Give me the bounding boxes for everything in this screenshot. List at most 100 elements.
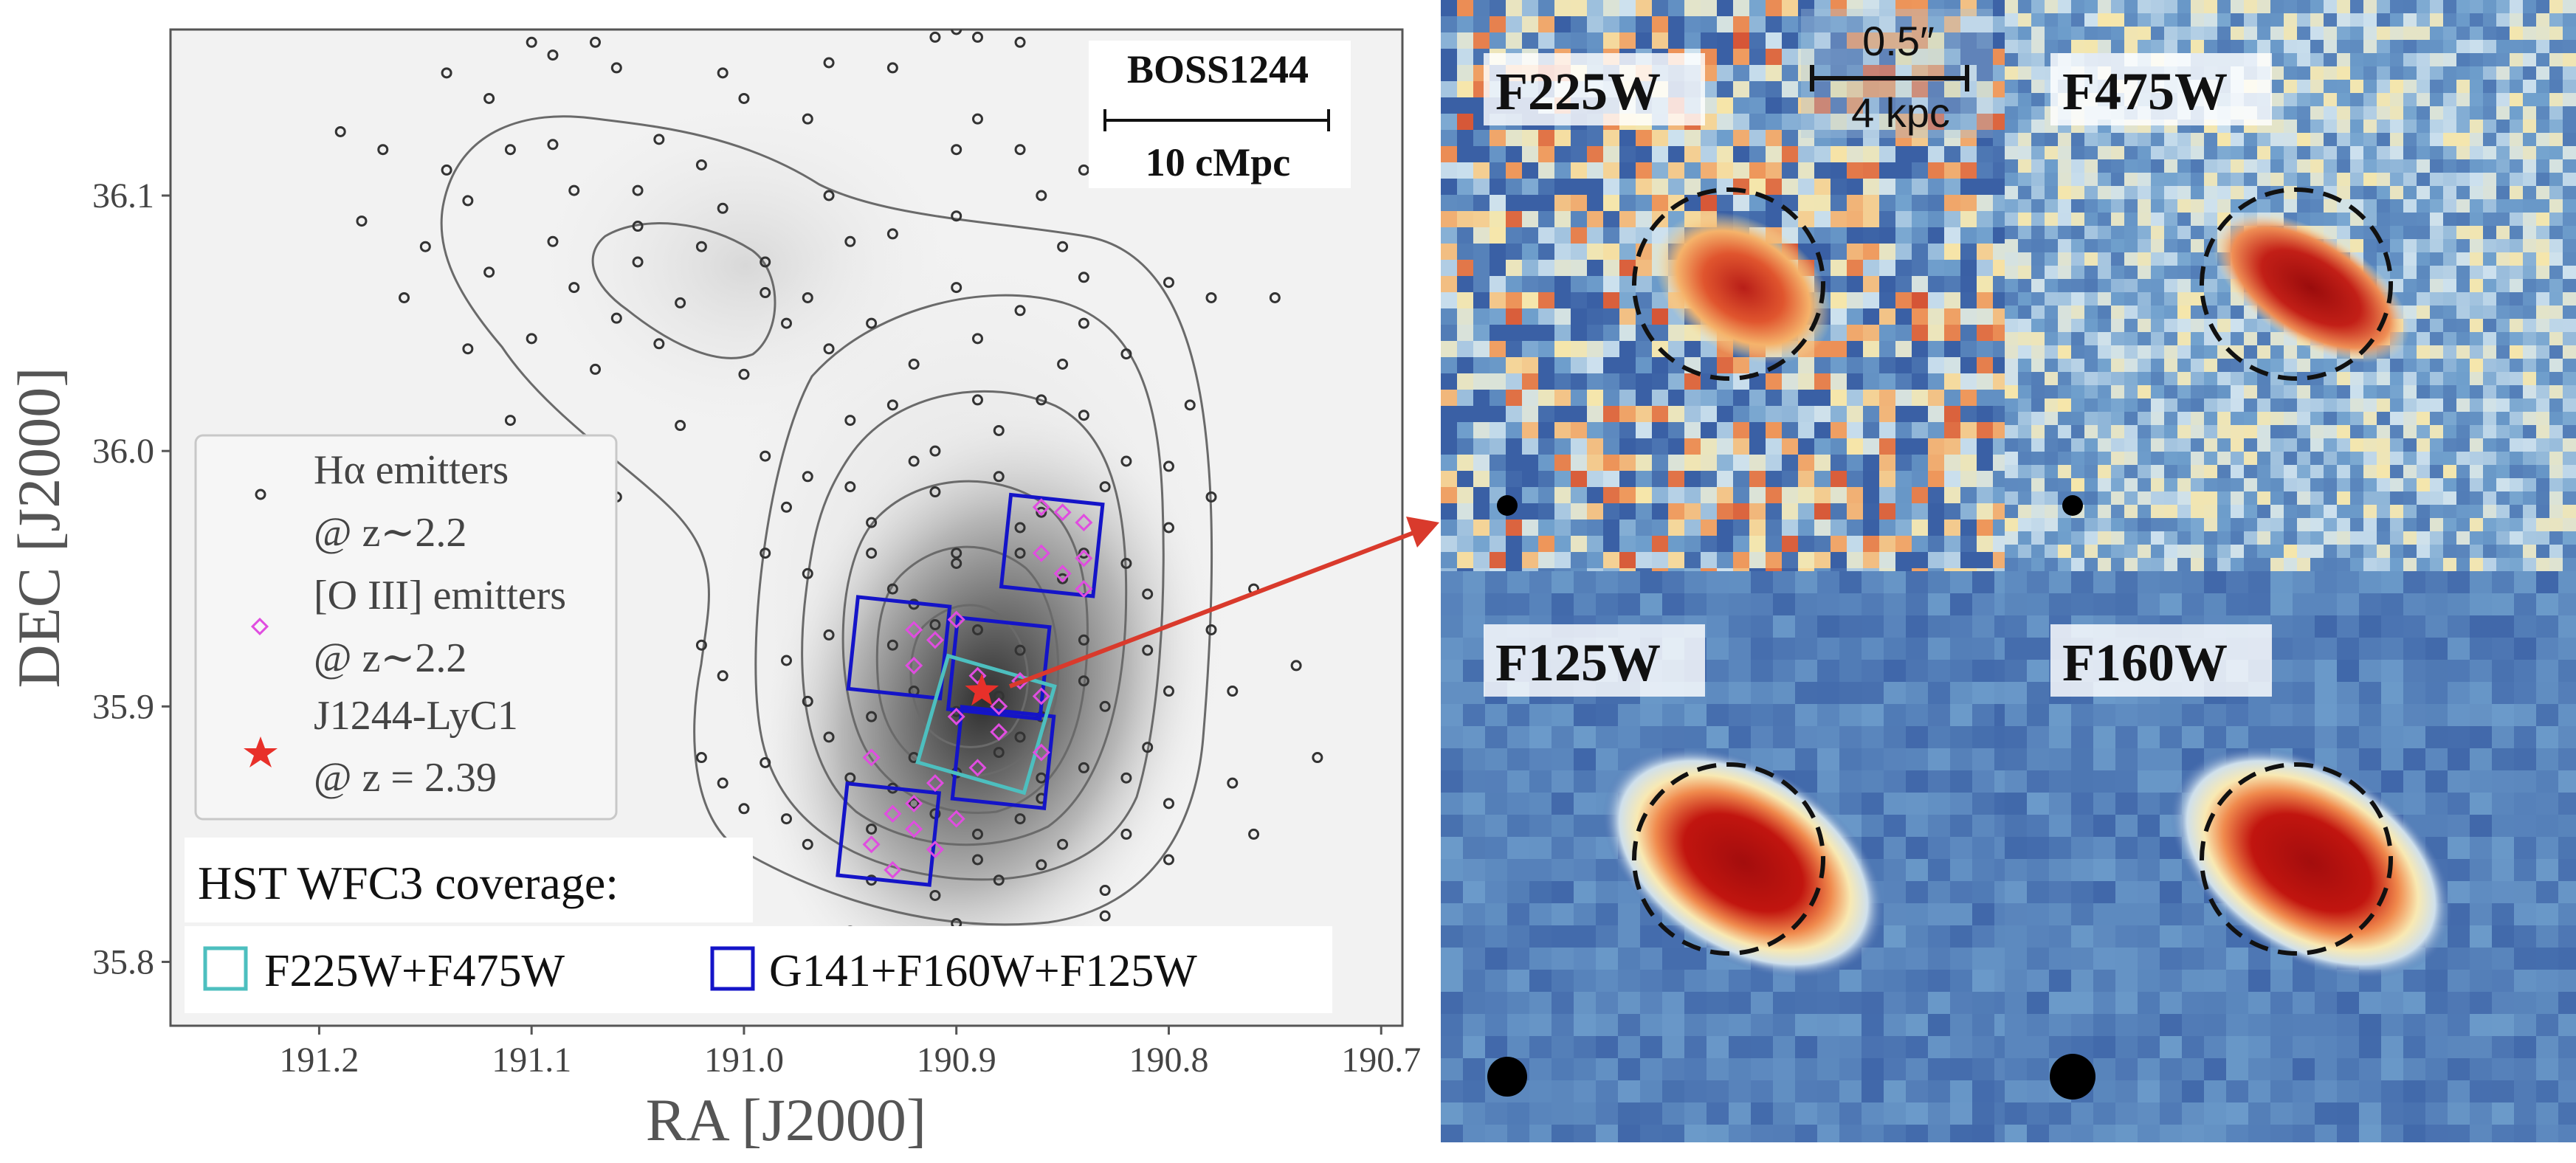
cutout-pixel bbox=[1668, 536, 1685, 553]
cutout-pixel bbox=[2337, 438, 2351, 452]
cutout-pixel bbox=[2115, 992, 2138, 1015]
halpha-point bbox=[971, 394, 983, 406]
cutout-pixel bbox=[2071, 815, 2094, 838]
cutout-pixel bbox=[2160, 748, 2183, 771]
cutout-pixel bbox=[2536, 372, 2550, 386]
cutout-pixel bbox=[1554, 341, 1571, 358]
cutout-pixel bbox=[2443, 93, 2457, 107]
cutout-pixel bbox=[2510, 491, 2524, 505]
cutout-pixel bbox=[2324, 372, 2338, 386]
cutout-pixel bbox=[2536, 1102, 2559, 1125]
cutout-pixel bbox=[1596, 1036, 1619, 1059]
cutout-pixel bbox=[2350, 93, 2364, 107]
cutout-pixel bbox=[1766, 390, 1783, 407]
cutout-pixel bbox=[1863, 244, 1880, 260]
cutout-pixel bbox=[2324, 106, 2338, 120]
cutout-pixel bbox=[2270, 1125, 2293, 1142]
oiii-point bbox=[947, 810, 965, 828]
cutout-pixel bbox=[2510, 199, 2524, 213]
halpha-point bbox=[802, 695, 813, 707]
cutout-pixel bbox=[2270, 1080, 2293, 1103]
cutout-pixel bbox=[2417, 385, 2431, 399]
cutout-pixel bbox=[2018, 518, 2032, 532]
cutout-pixel bbox=[1977, 455, 1994, 472]
cutout-pixel bbox=[1684, 1080, 1707, 1103]
halpha-point bbox=[844, 481, 856, 493]
cutout-pixel bbox=[2045, 279, 2059, 293]
cutout-pixel bbox=[2270, 93, 2284, 107]
cutout-pixel bbox=[1507, 970, 1530, 993]
cutout-pixel bbox=[1977, 536, 1994, 553]
cutout-pixel bbox=[2443, 452, 2457, 466]
cutout-pixel bbox=[2350, 438, 2364, 452]
cutout-pixel bbox=[1441, 195, 1458, 212]
cutout-pixel bbox=[1506, 552, 1523, 569]
cutout-pixel bbox=[2483, 239, 2497, 253]
halpha-point bbox=[802, 291, 813, 303]
cutout-pixel bbox=[1895, 49, 1912, 66]
cutout-pixel bbox=[1733, 179, 1750, 196]
cutout-pixel bbox=[2297, 505, 2311, 519]
cutout-pixel bbox=[1884, 837, 1907, 860]
cutout-pixel bbox=[1798, 438, 1815, 455]
cutout-pixel bbox=[1928, 1014, 1951, 1037]
halpha-point bbox=[1036, 506, 1047, 518]
cutout-pixel bbox=[1552, 1058, 1574, 1081]
cutout-pixel bbox=[2093, 726, 2116, 749]
cutout-pixel bbox=[1603, 276, 1620, 293]
cutout-pixel bbox=[2217, 412, 2231, 426]
cutout-pixel bbox=[1862, 815, 1884, 838]
cutout-pixel bbox=[1662, 948, 1685, 970]
cutout-pixel bbox=[1529, 925, 1552, 948]
cutout-pixel bbox=[2470, 704, 2493, 727]
cutout-pixel bbox=[1652, 325, 1669, 342]
cutout-pixel bbox=[2084, 359, 2098, 373]
cutout-pixel bbox=[1895, 520, 1912, 536]
cutout-pixel bbox=[2138, 478, 2152, 492]
cutout-pixel bbox=[1707, 615, 1729, 638]
cutout-pixel bbox=[2005, 615, 2028, 638]
cutout-pixel bbox=[2027, 1036, 2050, 1059]
oiii-point bbox=[926, 841, 944, 859]
cutout-pixel bbox=[1473, 406, 1490, 423]
cutout-pixel bbox=[2523, 279, 2537, 293]
cutout-grid: F225W F475W F125W F160W bbox=[1441, 0, 2576, 1142]
cutout-pixel bbox=[1490, 438, 1506, 455]
cutout-pixel bbox=[1977, 438, 1994, 455]
cutout-pixel bbox=[2563, 332, 2576, 346]
cutout-pixel bbox=[1960, 503, 1977, 520]
cutout-pixel bbox=[2138, 770, 2160, 793]
cutout-pixel bbox=[2456, 345, 2470, 359]
cutout-pixel bbox=[1463, 638, 1486, 660]
cutout-pixel bbox=[1928, 390, 1945, 407]
cutout-pixel bbox=[2045, 425, 2059, 439]
cutout-pixel bbox=[1972, 992, 1995, 1015]
cutout-pixel bbox=[2071, 319, 2085, 333]
cutout-pixel bbox=[1950, 859, 1973, 882]
cutout-pixel bbox=[2417, 252, 2431, 266]
cutout-pixel bbox=[2403, 748, 2426, 771]
cutout-pixel bbox=[1538, 0, 1555, 17]
cutout-pixel bbox=[1529, 1080, 1552, 1103]
cutout-pixel bbox=[1944, 325, 1961, 342]
cutout-pixel bbox=[2337, 213, 2351, 227]
cutout-pixel bbox=[1717, 406, 1734, 423]
cutout-pixel bbox=[1862, 638, 1884, 660]
cutout-pixel bbox=[2270, 106, 2284, 120]
cutout-pixel bbox=[2071, 345, 2085, 359]
cutout-pixel bbox=[2377, 186, 2391, 200]
cutout-pixel bbox=[2496, 452, 2510, 466]
cutout-pixel bbox=[2390, 173, 2404, 187]
cutout-pixel bbox=[2536, 903, 2559, 926]
cutout-pixel bbox=[2359, 726, 2382, 749]
cutout-pixel bbox=[2138, 146, 2152, 160]
cutout-pixel bbox=[1441, 146, 1458, 163]
cutout-pixel bbox=[1977, 130, 1994, 147]
cutout-pixel bbox=[2425, 793, 2448, 815]
cutout-pixel bbox=[1636, 179, 1653, 196]
cutout-pixel bbox=[1977, 292, 1994, 309]
cutout-pixel bbox=[1950, 726, 1973, 749]
cutout-pixel bbox=[2018, 66, 2032, 80]
cutout-pixel bbox=[2563, 213, 2576, 227]
cutout-pixel bbox=[1441, 1102, 1464, 1125]
